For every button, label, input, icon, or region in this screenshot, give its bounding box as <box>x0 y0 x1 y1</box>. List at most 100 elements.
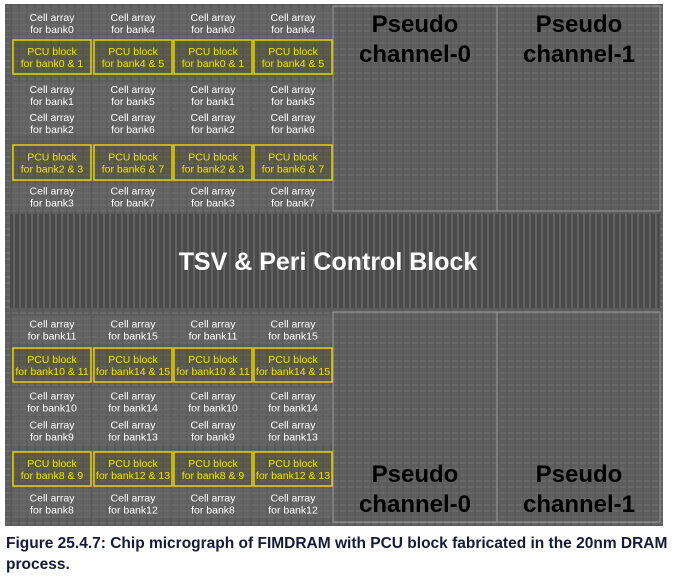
pcu-block <box>253 144 333 181</box>
block-label: Cell array <box>30 112 76 124</box>
cell-array <box>13 82 91 108</box>
pcu-block <box>253 451 333 487</box>
block-label: Cell array <box>30 420 76 432</box>
block-label: PCU block <box>188 458 238 470</box>
cell-array <box>13 489 91 518</box>
cell-array <box>254 489 332 518</box>
block-label: for bank0 & 1 <box>182 58 245 70</box>
block-label: Cell array <box>191 84 237 96</box>
block-label: PCU block <box>188 46 238 58</box>
cell-array <box>254 417 332 444</box>
block-label: for bank2 & 3 <box>182 164 245 176</box>
block-label: for bank4 <box>111 24 155 36</box>
cell-array <box>94 82 172 108</box>
block-label: for bank4 <box>271 24 315 36</box>
block-label: for bank10 <box>27 403 77 415</box>
block-label: for bank8 & 9 <box>21 470 84 482</box>
block-label: Cell array <box>191 391 237 403</box>
block-label: Cell array <box>111 84 157 96</box>
cell-array <box>254 183 332 210</box>
block-label: Cell array <box>271 186 317 198</box>
block-label: Cell array <box>30 84 76 96</box>
pcu-block <box>12 347 92 383</box>
block-label: for bank11 <box>28 331 77 343</box>
pcu-block <box>12 39 92 75</box>
block-label: PCU block <box>27 46 77 58</box>
cell-array <box>13 417 91 444</box>
block-label: Cell array <box>191 319 237 331</box>
block-label: Cell array <box>271 493 317 505</box>
center-block-label: TSV & Peri Control Block <box>179 248 478 276</box>
block-label: PCU block <box>108 458 158 470</box>
block-label: for bank14 <box>108 403 158 415</box>
cell-array <box>174 417 252 444</box>
block-label: PCU block <box>27 354 77 366</box>
cell-array <box>13 110 91 136</box>
pcu-block <box>93 347 173 383</box>
cell-array <box>13 316 91 343</box>
block-label: for bank3 <box>30 198 74 210</box>
channel-label: channel-1 <box>523 41 635 68</box>
block-label: for bank12 <box>108 505 158 517</box>
block-label: Cell array <box>111 12 157 24</box>
block-label: for bank4 & 5 <box>102 58 165 70</box>
block-label: Cell array <box>111 319 157 331</box>
center-region <box>10 214 660 308</box>
block-label: PCU block <box>188 354 238 366</box>
block-label: PCU block <box>27 458 77 470</box>
block-label: for bank0 & 1 <box>21 58 84 70</box>
block-label: Cell array <box>30 319 76 331</box>
block-label: Cell array <box>111 186 157 198</box>
figure-caption: Figure 25.4.7: Chip micrograph of FIMDRA… <box>6 535 668 573</box>
block-label: for bank7 <box>111 198 155 210</box>
channel-label: Pseudo <box>536 11 623 38</box>
pcu-block <box>253 347 333 383</box>
block-label: for bank14 <box>268 403 318 415</box>
channel-label: Pseudo <box>372 461 459 488</box>
block-label: for bank12 & 13 <box>96 470 170 482</box>
block-label: for bank9 <box>30 432 74 444</box>
cell-array <box>174 388 252 415</box>
block-label: PCU block <box>268 458 318 470</box>
cell-array <box>254 316 332 343</box>
channel-label: Pseudo <box>372 11 459 38</box>
block-label: for bank5 <box>111 96 155 108</box>
channel-label: channel-0 <box>359 491 471 518</box>
channel-label: channel-0 <box>359 41 471 68</box>
channel-region <box>496 5 661 212</box>
cell-array <box>174 183 252 210</box>
block-label: for bank3 <box>191 198 235 210</box>
block-label: Cell array <box>30 186 76 198</box>
channel-region <box>496 311 661 523</box>
cell-array <box>94 417 172 444</box>
cell-array <box>13 388 91 415</box>
block-label: for bank6 & 7 <box>262 164 325 176</box>
block-label: Cell array <box>191 493 237 505</box>
block-label: Cell array <box>271 12 317 24</box>
pcu-block <box>173 39 253 75</box>
block-label: for bank6 <box>271 124 315 136</box>
cell-array <box>13 8 91 38</box>
block-label: PCU block <box>268 46 318 58</box>
block-label: for bank12 & 13 <box>256 470 330 482</box>
pcu-block <box>93 39 173 75</box>
block-label: Cell array <box>111 493 157 505</box>
pcu-block <box>173 347 253 383</box>
block-label: for bank13 <box>108 432 158 444</box>
cell-array <box>254 388 332 415</box>
block-label: Cell array <box>271 84 317 96</box>
block-label: for bank10 <box>188 403 238 415</box>
block-label: PCU block <box>268 152 318 164</box>
block-label: Cell array <box>30 12 76 24</box>
block-label: for bank10 & 11 <box>15 366 89 378</box>
cell-array <box>94 489 172 518</box>
cell-array <box>94 183 172 210</box>
block-label: Cell array <box>271 112 317 124</box>
block-label: PCU block <box>188 152 238 164</box>
block-label: for bank15 <box>268 331 318 343</box>
block-label: Cell array <box>271 391 317 403</box>
block-label: for bank5 <box>271 96 315 108</box>
block-label: Cell array <box>271 420 317 432</box>
